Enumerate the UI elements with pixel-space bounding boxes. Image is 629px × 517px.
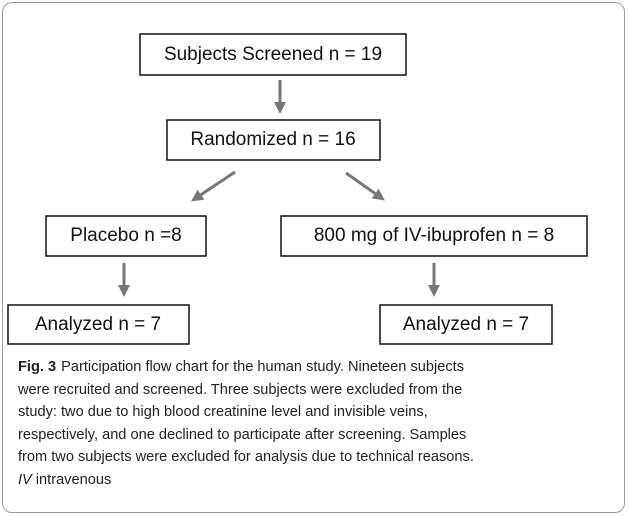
caption: Fig. 3 Participation flow chart for the h… [18, 356, 618, 491]
node-box [280, 215, 588, 257]
definition: intravenous [35, 471, 112, 488]
node-label: Analyzed n = 7 [403, 314, 529, 335]
node-box [45, 215, 207, 257]
caption-line: Fig. 3 Participation flow chart for the h… [18, 356, 618, 379]
arrow [191, 170, 236, 202]
node-label: Subjects Screened n = 19 [164, 44, 382, 65]
caption-line: respectively, and one declined to partic… [18, 426, 467, 443]
figure-frame [2, 2, 625, 513]
caption-line: were recruited and screened. Three subje… [18, 381, 463, 398]
caption-text: Participation flow chart for the human s… [61, 359, 464, 375]
node-box [379, 304, 553, 345]
caption-label: Fig. 3 [18, 359, 57, 375]
caption-line: from two subjects were excluded for anal… [18, 449, 474, 465]
node-box [7, 304, 190, 345]
flowchart: Subjects Screened n = 19 Randomized n = … [7, 33, 588, 345]
node-label: Randomized n = 16 [190, 129, 355, 150]
node-label: 800 mg of IV-ibuprofen n = 8 [314, 225, 554, 246]
node-label: Analyzed n = 7 [35, 314, 161, 335]
arrow [345, 171, 385, 201]
node-box [139, 33, 407, 76]
abbreviation: IV [18, 471, 32, 488]
caption-line: study: two due to high blood creatinine … [18, 404, 428, 420]
caption-line: IV intravenous [18, 469, 618, 492]
node-label: Placebo n =8 [70, 225, 181, 246]
node-box [166, 119, 381, 161]
